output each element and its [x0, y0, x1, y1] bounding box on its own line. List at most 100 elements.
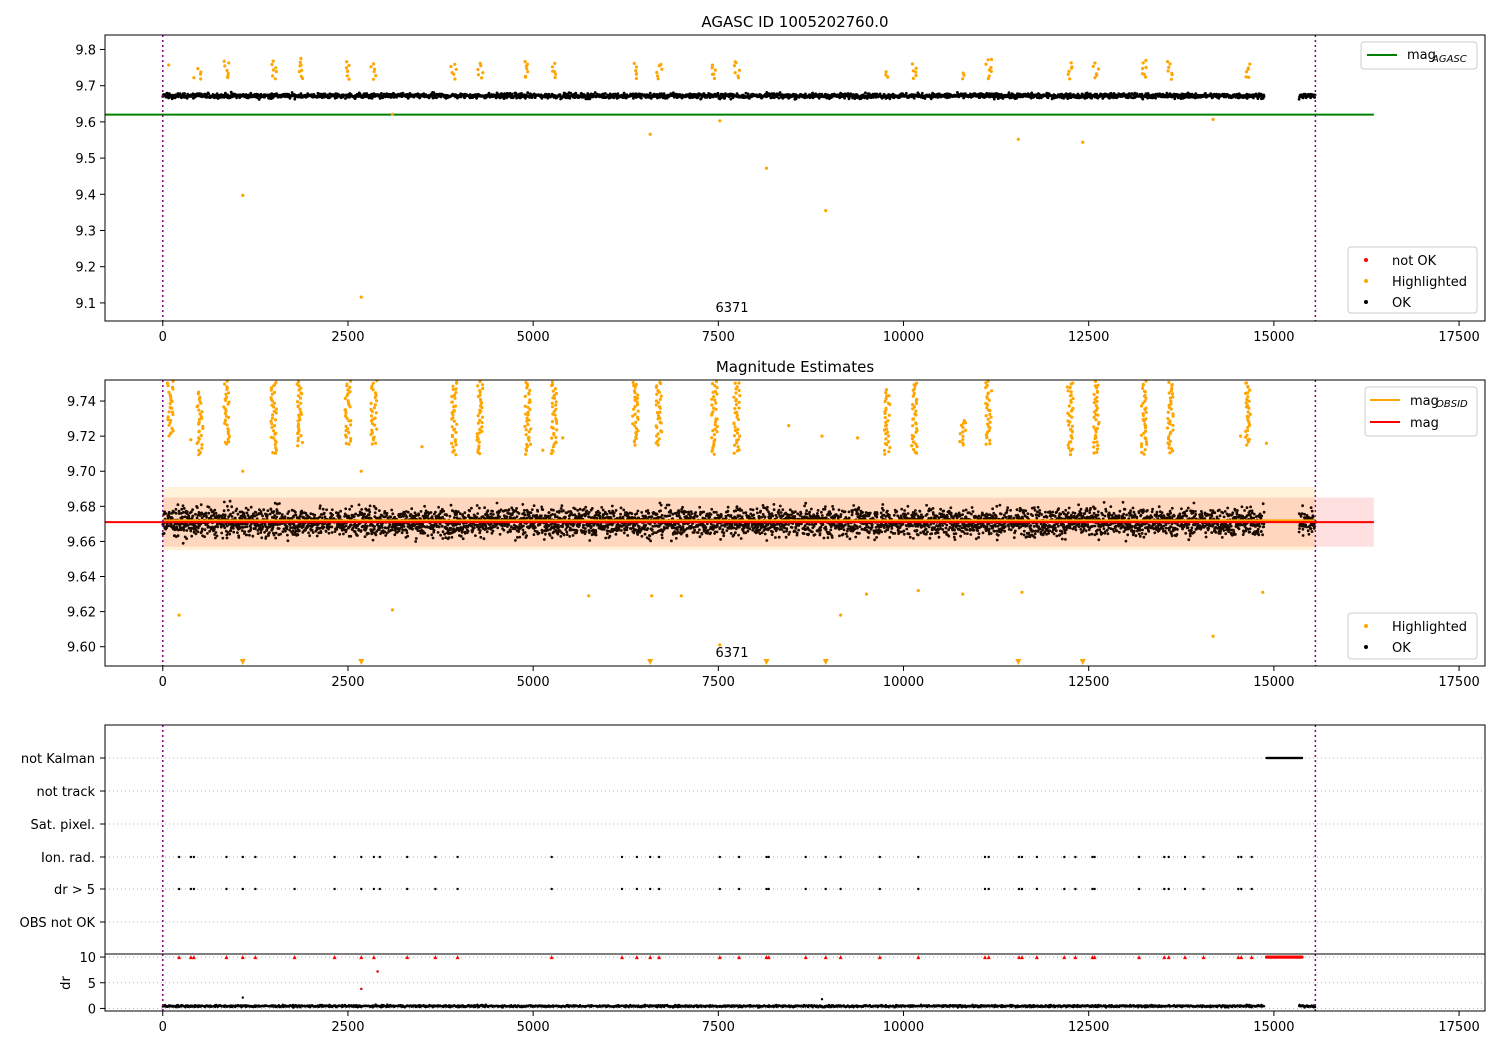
dr-clipped-marker	[737, 955, 742, 960]
legend-label-mag-agasc: mag	[1407, 48, 1436, 63]
legend-marker-ok	[1364, 300, 1368, 304]
panel4-ylabel: dr	[59, 976, 74, 990]
legend-marker-highlighted	[1364, 279, 1368, 283]
dr-clipped-marker	[188, 955, 193, 960]
p2-xtick-label: 7500	[702, 675, 735, 690]
not-kalman-points	[1265, 756, 1304, 760]
dr-clipped-marker	[1137, 955, 1142, 960]
dr-clipped-marker	[657, 955, 662, 960]
p2-xtick-label: 5000	[517, 675, 550, 690]
dr-clipped-marker	[916, 955, 921, 960]
dr-clipped-marker	[1062, 955, 1067, 960]
p1-xtick-label: 10000	[883, 330, 924, 345]
p1-ytick-label: 9.8	[75, 43, 96, 58]
p1-xtick-label: 12500	[1068, 330, 1109, 345]
highlighted-columns-p1	[196, 56, 1252, 81]
p2-ytick-label: 9.70	[67, 465, 96, 480]
dr-clipped-marker	[405, 955, 410, 960]
dr-clipped-marker	[433, 955, 438, 960]
p2-ytick-label: 9.74	[67, 395, 96, 410]
dr-clipped-marker	[877, 955, 882, 960]
p2-xtick-label: 2500	[331, 675, 364, 690]
legend-marker-p2-highlighted	[1364, 624, 1368, 628]
panel1-annotation: 6371	[715, 301, 748, 316]
dr-clipped-marker	[292, 955, 297, 960]
p2-ytick-label: 9.64	[67, 571, 96, 586]
p2-ytick-label: 9.68	[67, 500, 96, 515]
dr-clipped-marker	[986, 955, 991, 960]
p1-ytick-label: 9.3	[75, 224, 96, 239]
dr-clipped-marker	[1166, 955, 1171, 960]
panel1-title: AGASC ID 1005202760.0	[701, 13, 888, 31]
flags-panel: not Kalman not track Sat. pixel. Ion. rad. d…	[20, 724, 1486, 955]
p1-xtick-label: 0	[159, 330, 167, 345]
dr-clipped-marker	[803, 955, 808, 960]
p2-xtick-label: 0	[159, 675, 167, 690]
ok-points-p1	[161, 90, 1317, 101]
p2-xtick-label: 10000	[883, 675, 924, 690]
p2-xtick-label: 17500	[1438, 675, 1479, 690]
legend-label-p2-highlighted: Highlighted	[1392, 620, 1467, 635]
p1-ytick-label: 9.5	[75, 152, 96, 167]
p1-xtick-label: 17500	[1438, 330, 1479, 345]
agasc-magnitude-panel: AGASC ID 1005202760.0 6371 0 2500 5000 7500…	[75, 13, 1486, 345]
clipped-marker-p2	[1079, 659, 1086, 665]
dr-clipped-marker	[332, 955, 337, 960]
dr-clipped-marker	[634, 955, 639, 960]
p4-ytick-label: 5	[88, 977, 96, 992]
legend-label-not-ok: not OK	[1392, 254, 1437, 269]
dr-gt-5-points	[177, 887, 1253, 891]
flag-label: Sat. pixel.	[31, 818, 95, 833]
dr-clipped-marker	[1034, 955, 1039, 960]
clipped-marker-p2	[763, 659, 770, 665]
clipped-marker-p2	[822, 659, 829, 665]
dr-red-outliers	[360, 970, 379, 991]
dr-clipped-marker	[838, 955, 843, 960]
dr-clipped-marker	[766, 955, 771, 960]
dr-clipped-marker	[1239, 955, 1244, 960]
p4-ytick-label: 0	[88, 1002, 96, 1017]
p4-xtick-label: 5000	[517, 1020, 550, 1035]
p1-xtick-label: 7500	[702, 330, 735, 345]
p4-xtick-label: 2500	[331, 1020, 364, 1035]
magnitude-estimates-panel: Magnitude Estimates 6371 0 2500 5000 7500 10…	[67, 358, 1486, 690]
legend-upper-p1	[1360, 41, 1478, 70]
dr-clipped-marker	[549, 955, 554, 960]
dr-clipped-marker	[1017, 955, 1022, 960]
legend-lower-p2	[1347, 612, 1478, 660]
legend-label-highlighted: Highlighted	[1392, 275, 1467, 290]
p4-xtick-label: 17500	[1438, 1020, 1479, 1035]
p1-ytick-label: 9.6	[75, 116, 96, 131]
dr-clipped-marker	[717, 955, 722, 960]
p2-ytick-label: 9.60	[67, 641, 96, 656]
panel2-frame	[104, 379, 1486, 667]
p2-ytick-label: 9.72	[67, 430, 96, 445]
dr-clipped-marker	[983, 955, 987, 960]
p1-ytick-label: 9.7	[75, 80, 96, 95]
dr-clipped-marker	[240, 955, 245, 960]
flag-label: not Kalman	[21, 752, 95, 767]
p4-xtick-label: 12500	[1068, 1020, 1109, 1035]
clipped-marker-p2	[358, 659, 365, 665]
p2-ytick-label: 9.62	[67, 606, 96, 621]
p1-xtick-label: 15000	[1253, 330, 1294, 345]
p1-ytick-label: 9.4	[75, 188, 96, 203]
p2-ytick-label: 9.66	[67, 535, 96, 550]
panel3-frame	[104, 724, 1486, 955]
legend-lower-p1	[1347, 246, 1478, 314]
flag-label: dr > 5	[54, 883, 95, 898]
dr-clipped-marker	[1183, 955, 1187, 960]
p2-xtick-label: 15000	[1253, 675, 1294, 690]
legend-label-p2: mag	[1410, 416, 1439, 431]
p4-xtick-label: 15000	[1253, 1020, 1294, 1035]
p4-ytick-label: 10	[79, 951, 96, 966]
dr-clipped-marker	[1201, 955, 1206, 960]
flag-label: not track	[36, 785, 95, 800]
clipped-marker-p2	[647, 659, 654, 665]
p1-xtick-label: 5000	[517, 330, 550, 345]
ion-rad-points	[177, 855, 1253, 859]
panel1-frame	[104, 34, 1486, 322]
dr-clipped-marker	[823, 955, 828, 960]
dr-clipped-marker	[648, 955, 653, 960]
